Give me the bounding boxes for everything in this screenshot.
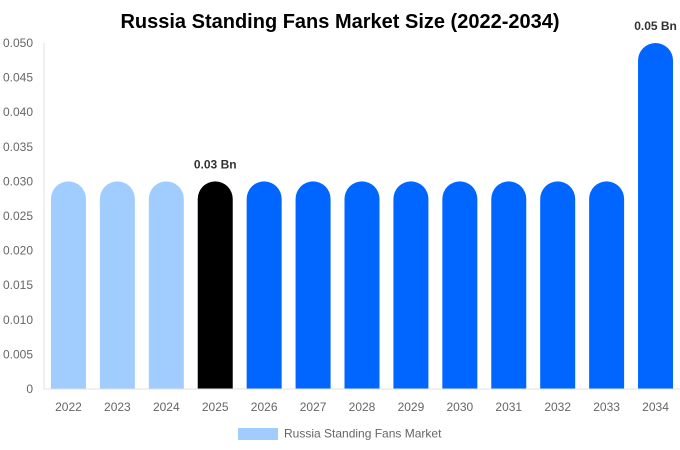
- y-tick-label: 0.010: [3, 313, 33, 327]
- x-tick-label: 2027: [300, 400, 327, 414]
- legend-label: Russia Standing Fans Market: [284, 427, 442, 441]
- bar-2023[interactable]: [99, 181, 135, 389]
- bar-2022[interactable]: [50, 181, 86, 389]
- y-tick-label: 0.045: [3, 71, 33, 85]
- x-tick-label: 2030: [446, 400, 473, 414]
- bars: 0.03 Bn 0.05 Bn: [50, 19, 677, 389]
- y-tick-label: 0.035: [3, 140, 33, 154]
- bar-2029[interactable]: [393, 181, 429, 389]
- x-tick-label: 2033: [593, 400, 620, 414]
- x-tick-label: 2028: [349, 400, 376, 414]
- y-tick-label: 0.030: [3, 174, 33, 188]
- x-tick-label: 2026: [251, 400, 278, 414]
- x-tick-label: 2025: [202, 400, 229, 414]
- x-tick-label: 2029: [398, 400, 425, 414]
- bar-2032[interactable]: [540, 181, 576, 389]
- bar-2026[interactable]: [246, 181, 282, 389]
- bar-2025[interactable]: [197, 181, 233, 389]
- y-tick-label: 0.015: [3, 278, 33, 292]
- x-tick-label: 2024: [153, 400, 180, 414]
- x-tick-label: 2031: [495, 400, 522, 414]
- y-tick-label: 0.040: [3, 105, 33, 119]
- y-tick-label: 0.020: [3, 244, 33, 258]
- chart-title: Russia Standing Fans Market Size (2022-2…: [120, 11, 559, 33]
- x-tick-label: 2023: [104, 400, 131, 414]
- bar-2030[interactable]: [442, 181, 478, 389]
- y-tick-label: 0.050: [3, 36, 33, 50]
- x-axis: 2022 2023 2024 2025 2026 2027 2028 2029 2030 2031…: [44, 388, 680, 414]
- data-label: 0.03 Bn: [194, 157, 237, 171]
- bar-2027[interactable]: [295, 181, 331, 389]
- legend-swatch: [238, 428, 278, 440]
- x-tick-label: 2032: [544, 400, 571, 414]
- data-label: 0.05 Bn: [634, 19, 677, 33]
- legend[interactable]: Russia Standing Fans Market: [238, 427, 442, 441]
- bar-2028[interactable]: [344, 181, 380, 389]
- y-tick-label: 0.025: [3, 209, 33, 223]
- y-axis: 0 0.005 0.010 0.015 0.020 0.025 0.030 0.035 0.04…: [3, 36, 45, 396]
- bar-2024[interactable]: [148, 181, 184, 389]
- x-tick-label: 2034: [642, 400, 669, 414]
- y-tick-label: 0: [26, 382, 33, 396]
- bar-2034[interactable]: [638, 43, 674, 389]
- bar-2031[interactable]: [491, 181, 527, 389]
- bar-2033[interactable]: [589, 181, 625, 389]
- y-tick-label: 0.005: [3, 347, 33, 361]
- x-tick-label: 2022: [55, 400, 82, 414]
